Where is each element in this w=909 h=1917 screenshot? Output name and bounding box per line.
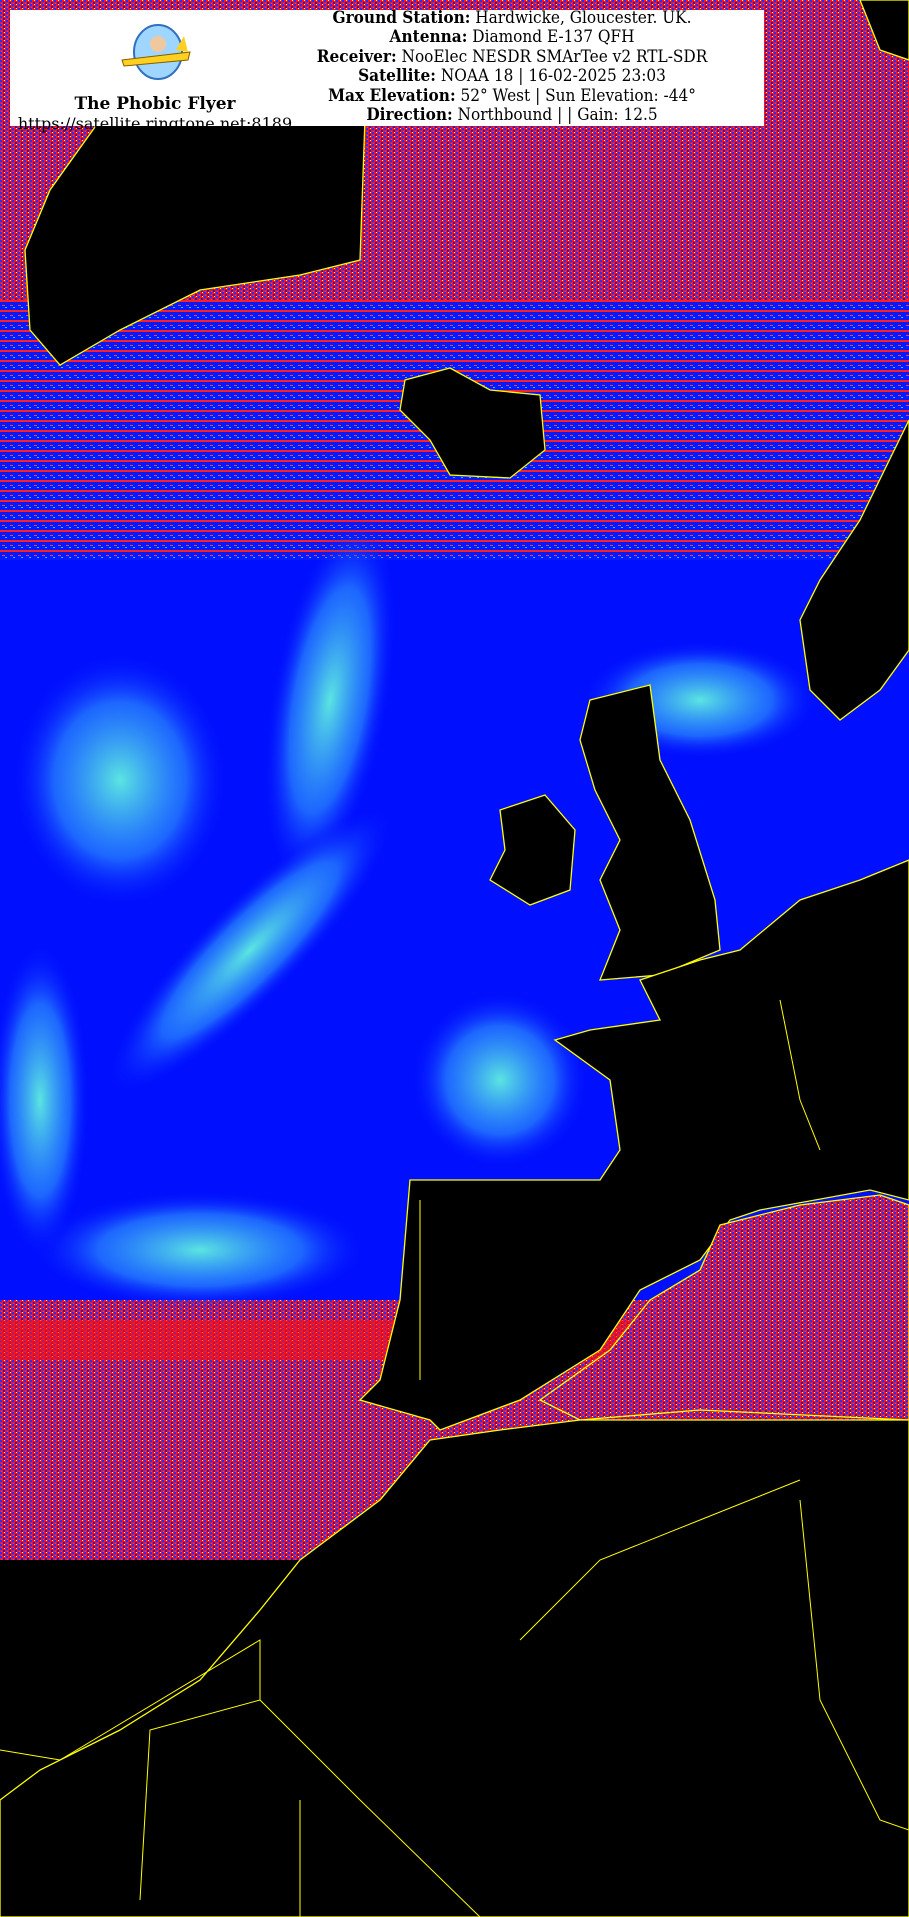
country-borders [0, 999, 909, 1917]
reception-details: Ground Station: Hardwicke, Gloucester. U… [262, 8, 762, 124]
svalbard-coast [859, 0, 909, 61]
mediterranean-sea [538, 1194, 909, 1421]
greenland [24, 117, 366, 366]
africa [0, 1419, 909, 1917]
satellite-line: Satellite: NOAA 18 | 16-02-2025 23:03 [358, 66, 666, 86]
brand-name: The Phobic Flyer [74, 94, 236, 114]
great-britain [579, 684, 721, 981]
max-elevation-line: Max Elevation: 52° West | Sun Elevation:… [328, 85, 696, 105]
antenna-line: Antenna: Diamond E-137 QFH [389, 27, 635, 47]
scandinavia [799, 419, 909, 721]
station-info-header: The Phobic Flyer https://satellite.ringt… [10, 8, 764, 133]
direction-line: Direction: Northbound | | Gain: 12.5 [366, 105, 658, 125]
ground-station-line: Ground Station: Hardwicke, Gloucester. U… [332, 8, 692, 27]
iceland [399, 367, 546, 479]
site-url: https://satellite.ringtone.net:8189 [17, 114, 293, 133]
ireland [489, 794, 576, 906]
phobic-flyer-logo-icon [121, 24, 191, 80]
receiver-line: Receiver: NooElec NESDR SMArTee v2 RTL-S… [316, 46, 708, 66]
